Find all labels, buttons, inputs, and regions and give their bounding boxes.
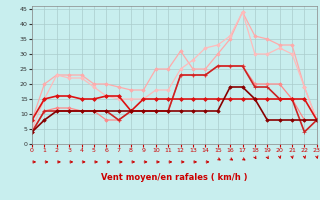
X-axis label: Vent moyen/en rafales ( km/h ): Vent moyen/en rafales ( km/h ) [101,173,248,182]
